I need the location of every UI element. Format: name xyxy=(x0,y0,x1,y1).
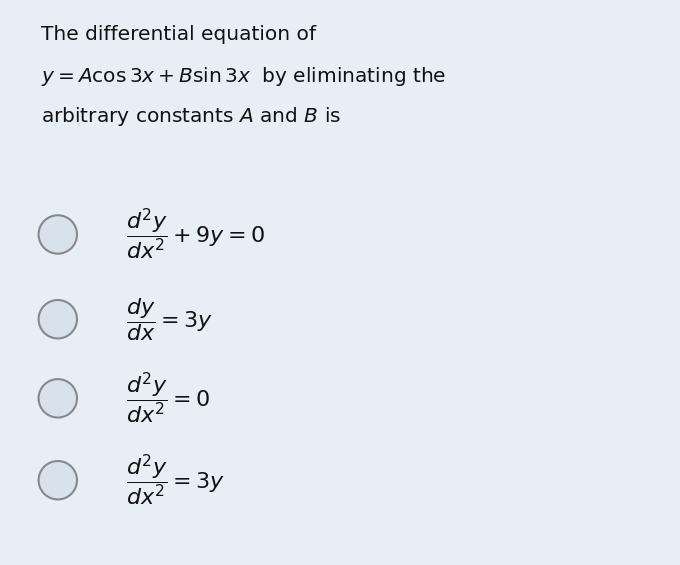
Text: $\dfrac{dy}{dx} = 3y$: $\dfrac{dy}{dx} = 3y$ xyxy=(126,295,213,343)
Text: $\dfrac{d^2y}{dx^2} = 3y$: $\dfrac{d^2y}{dx^2} = 3y$ xyxy=(126,453,225,508)
Text: $\dfrac{d^2y}{dx^2} = 0$: $\dfrac{d^2y}{dx^2} = 0$ xyxy=(126,371,210,426)
Ellipse shape xyxy=(39,461,77,499)
Ellipse shape xyxy=(39,379,77,418)
Text: The differential equation of: The differential equation of xyxy=(41,25,316,45)
Text: $y = A\cos 3x + B\sin 3x$  by eliminating the: $y = A\cos 3x + B\sin 3x$ by eliminating… xyxy=(41,65,446,88)
Text: arbitrary constants $A$ and $B$ is: arbitrary constants $A$ and $B$ is xyxy=(41,105,341,128)
Ellipse shape xyxy=(39,215,77,254)
Ellipse shape xyxy=(39,300,77,338)
Text: $\dfrac{d^2y}{dx^2} + 9y = 0$: $\dfrac{d^2y}{dx^2} + 9y = 0$ xyxy=(126,207,265,262)
